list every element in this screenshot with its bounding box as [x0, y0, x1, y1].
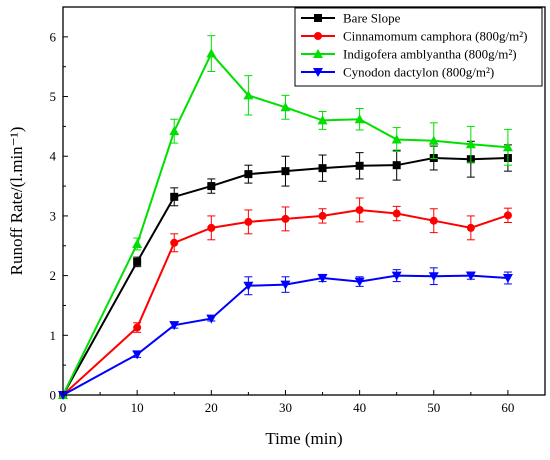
legend-item: Cinnamomum camphora (800g/m²) — [301, 29, 527, 44]
legend-box — [294, 7, 543, 87]
legend-label: Indigofera amblyantha (800g/m²) — [343, 47, 517, 62]
data-point — [318, 211, 327, 220]
legend-marker — [314, 14, 322, 22]
y-tick-label: 5 — [50, 89, 57, 104]
data-point — [281, 214, 290, 223]
x-tick-label: 40 — [353, 400, 366, 415]
data-point — [207, 223, 216, 232]
legend-label: Cynodon dactylon (800g/m²) — [343, 65, 494, 80]
axes-layer: 0 10 20 30 40 50 60 0 1 2 3 4 5 6 — [50, 29, 515, 415]
data-point — [133, 257, 142, 266]
data-point — [206, 48, 217, 58]
y-tick-label: 4 — [50, 149, 57, 164]
y-tick-label: 1 — [50, 328, 57, 343]
x-tick-label: 50 — [427, 400, 440, 415]
data-point — [169, 126, 180, 136]
data-point — [281, 167, 290, 176]
data-point — [465, 139, 476, 149]
data-point — [391, 134, 402, 144]
data-point — [243, 90, 254, 100]
legend-marker — [313, 49, 323, 58]
data-point — [207, 182, 216, 191]
data-point — [317, 274, 328, 284]
data-point — [429, 216, 438, 225]
y-tick-label: 0 — [50, 388, 57, 403]
series-2 — [58, 35, 513, 399]
data-point — [428, 272, 439, 282]
x-axis-title: Time (min) — [265, 429, 342, 448]
data-point — [502, 274, 513, 284]
data-point — [355, 205, 364, 214]
legend: Bare Slope Cinnamomum camphora (800g/m²) I… — [294, 7, 543, 87]
data-point — [502, 142, 513, 152]
data-point — [244, 217, 253, 226]
data-point — [354, 277, 365, 287]
x-tick-label: 10 — [131, 400, 144, 415]
series-line — [62, 208, 509, 396]
data-point — [244, 170, 253, 179]
data-point — [355, 161, 364, 170]
legend-item: Bare Slope — [301, 11, 401, 26]
legend-item: Cynodon dactylon (800g/m²) — [301, 65, 494, 80]
x-tick-label: 30 — [279, 400, 292, 415]
data-point — [391, 271, 402, 281]
series-1 — [59, 197, 512, 399]
series-line — [62, 51, 509, 396]
data-point — [132, 350, 143, 360]
series-layer — [58, 35, 513, 400]
y-tick-label: 3 — [50, 208, 57, 223]
data-point — [428, 135, 439, 145]
series-line — [62, 274, 508, 396]
data-point — [133, 323, 142, 332]
series-line — [62, 157, 508, 396]
data-point — [132, 238, 143, 248]
legend-marker — [314, 32, 322, 40]
data-point — [206, 314, 217, 324]
data-point — [170, 238, 179, 247]
data-point — [243, 281, 254, 291]
x-tick-label: 0 — [60, 400, 67, 415]
x-tick-label: 20 — [205, 400, 218, 415]
data-point — [392, 209, 401, 218]
y-tick-label: 2 — [50, 268, 57, 283]
legend-item: Indigofera amblyantha (800g/m²) — [301, 47, 517, 62]
data-point — [169, 321, 180, 331]
series-3 — [58, 267, 513, 400]
x-tick-label: 60 — [501, 400, 514, 415]
data-point — [317, 115, 328, 125]
plot-area — [62, 6, 546, 396]
data-point — [280, 280, 291, 290]
legend-label: Bare Slope — [343, 11, 401, 26]
y-axis-title: Runoff Rate/(l.min⁻¹) — [7, 127, 26, 276]
data-point — [465, 271, 476, 281]
data-point — [318, 164, 327, 173]
legend-label: Cinnamomum camphora (800g/m²) — [343, 29, 527, 44]
data-point — [170, 192, 179, 201]
legend-marker — [313, 68, 323, 77]
y-tick-label: 6 — [50, 29, 57, 44]
data-point — [354, 114, 365, 124]
plot-frame — [62, 6, 546, 396]
data-point — [392, 161, 401, 170]
data-point — [280, 102, 291, 112]
data-point — [466, 223, 475, 232]
data-point — [503, 211, 512, 220]
